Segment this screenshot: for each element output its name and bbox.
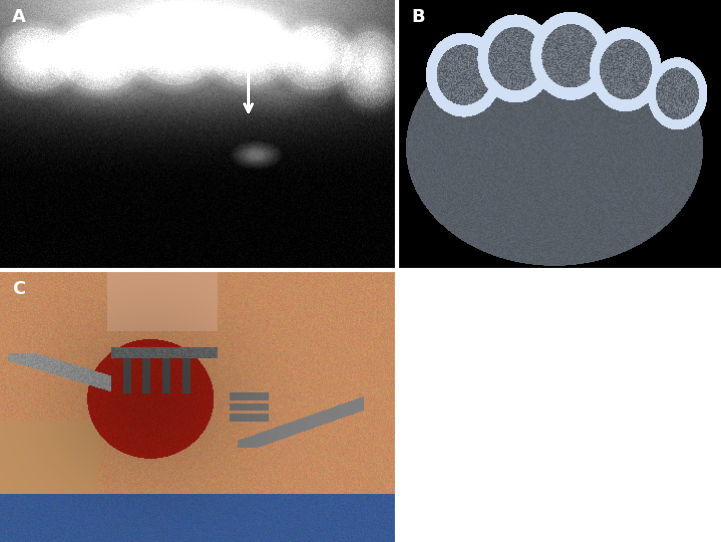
- Text: C: C: [12, 280, 25, 298]
- Text: A: A: [12, 8, 26, 26]
- Text: B: B: [412, 8, 425, 26]
